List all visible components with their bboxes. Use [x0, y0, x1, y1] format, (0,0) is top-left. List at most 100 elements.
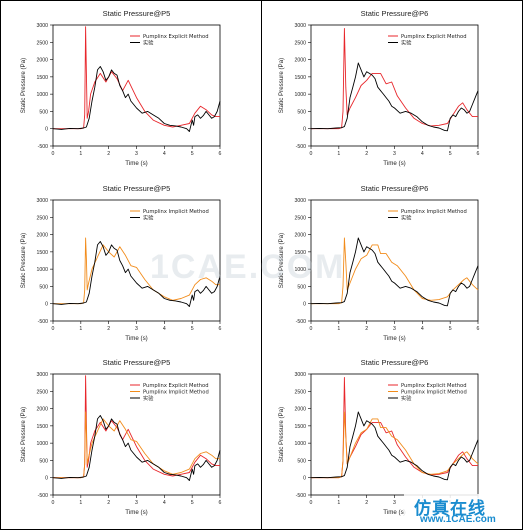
x-tick-label: 2: [365, 151, 368, 157]
y-tick-label: 0: [45, 302, 48, 308]
y-tick-label: 1000: [294, 267, 306, 273]
x-axis-label: Time (s): [383, 335, 405, 342]
x-tick-label: 5: [191, 326, 194, 332]
y-tick-label: 2500: [36, 215, 48, 221]
chart-title: Static Pressure@P5: [103, 184, 171, 193]
y-tick-label: 2000: [294, 407, 306, 413]
y-tick-label: 1000: [36, 441, 48, 447]
x-axis-label: Time (s): [383, 160, 405, 167]
y-tick-label: 3000: [36, 23, 48, 29]
y-axis-label: Static Pressure (Pa): [20, 407, 27, 462]
y-tick-label: -500: [296, 493, 306, 499]
y-tick-label: 500: [297, 284, 306, 290]
series-line-experiment: [310, 411, 479, 481]
y-axis-label: Static Pressure (Pa): [278, 58, 285, 113]
watermark-cn: 仿真在线: [414, 499, 486, 519]
y-tick-label: 2500: [294, 40, 306, 46]
x-tick-label: 0: [310, 500, 313, 506]
series-line-explicit: [311, 28, 478, 130]
y-tick-label: 1000: [36, 92, 48, 98]
y-tick-label: 500: [297, 109, 306, 115]
legend-label-experiment: 实验: [143, 394, 154, 402]
x-tick-label: 4: [163, 151, 166, 157]
x-tick-label: 2: [365, 326, 368, 332]
x-tick-label: 6: [477, 151, 480, 157]
x-tick-label: 6: [219, 151, 222, 157]
series-line-implicit: [53, 237, 220, 305]
series-line-experiment: [310, 237, 479, 307]
y-tick-label: 1500: [294, 424, 306, 430]
x-tick-label: 0: [52, 500, 55, 506]
y-tick-label: 1500: [36, 424, 48, 430]
legend-label-implicit: Pumplinx Implicit Method: [401, 209, 467, 215]
y-tick-label: -500: [296, 144, 306, 150]
y-axis-label: Static Pressure (Pa): [20, 58, 27, 113]
y-tick-label: 2500: [294, 389, 306, 395]
y-tick-label: 2500: [36, 389, 48, 395]
x-tick-label: 1: [79, 151, 82, 157]
x-tick-label: 3: [393, 151, 396, 157]
watermark-logo: [404, 494, 519, 528]
x-tick-label: 0: [310, 326, 313, 332]
x-tick-label: 5: [191, 151, 194, 157]
x-axis-label: Time (s): [125, 160, 147, 167]
y-axis-label: Static Pressure (Pa): [20, 233, 27, 288]
series-line-experiment: [52, 415, 221, 481]
series-line-experiment: [52, 66, 221, 132]
legend-label-experiment: 实验: [143, 39, 154, 47]
legend-label-experiment: 实验: [401, 214, 412, 222]
chart-title: Static Pressure@P5: [103, 358, 171, 367]
series-line-implicit: [311, 411, 479, 479]
chart-panel-3: Static Pressure@P5-500050010001500200025…: [20, 184, 222, 342]
y-tick-label: 0: [45, 127, 48, 133]
legend-label-explicit: Pumplinx Explicit Method: [143, 383, 209, 389]
y-tick-label: 2000: [294, 233, 306, 239]
chart-panel-4: Static Pressure@P6-500050010001500200025…: [278, 184, 480, 342]
legend-label-implicit: Pumplinx Implicit Method: [143, 390, 209, 396]
x-axis-label: Time (s): [125, 335, 147, 342]
y-tick-label: 500: [39, 109, 48, 115]
y-axis-label: Static Pressure (Pa): [278, 233, 285, 288]
y-tick-label: 3000: [294, 372, 306, 378]
x-tick-label: 1: [337, 151, 340, 157]
x-tick-label: 6: [219, 326, 222, 332]
y-tick-label: 3000: [36, 198, 48, 204]
series-line-experiment: [52, 241, 221, 307]
x-axis-label: Time (s): [125, 509, 147, 516]
x-tick-label: 4: [421, 326, 424, 332]
x-tick-label: 0: [310, 151, 313, 157]
x-tick-label: 1: [337, 500, 340, 506]
x-tick-label: 1: [337, 326, 340, 332]
legend-label-implicit: Pumplinx Implicit Method: [143, 209, 209, 215]
y-tick-label: 2500: [36, 40, 48, 46]
y-tick-label: 1000: [294, 441, 306, 447]
legend-label-experiment: 实验: [143, 214, 154, 222]
x-tick-label: 3: [393, 500, 396, 506]
x-axis-label: Time (s): [383, 509, 405, 516]
y-tick-label: 2000: [36, 58, 48, 64]
x-tick-label: 4: [163, 500, 166, 506]
y-tick-label: 500: [39, 458, 48, 464]
y-tick-label: 500: [39, 284, 48, 290]
chart-title: Static Pressure@P6: [361, 9, 429, 18]
chart-title: Static Pressure@P6: [361, 358, 429, 367]
y-tick-label: 3000: [294, 198, 306, 204]
y-tick-label: -500: [38, 493, 48, 499]
x-tick-label: 3: [135, 326, 138, 332]
x-tick-label: 5: [449, 326, 452, 332]
y-tick-label: -500: [38, 144, 48, 150]
series-line-implicit: [311, 237, 479, 305]
series-line-experiment: [310, 62, 479, 132]
legend-label-implicit: Pumplinx Implicit Method: [401, 390, 467, 396]
series-line-explicit: [311, 377, 478, 479]
legend-label-explicit: Pumplinx Explicit Method: [143, 34, 209, 40]
chart-panel-6: Static Pressure@P6 -500 0 500 1000 1500 2000 25…: [278, 358, 480, 516]
x-tick-label: 4: [163, 326, 166, 332]
y-tick-label: -500: [38, 319, 48, 325]
y-tick-label: 1500: [294, 250, 306, 256]
